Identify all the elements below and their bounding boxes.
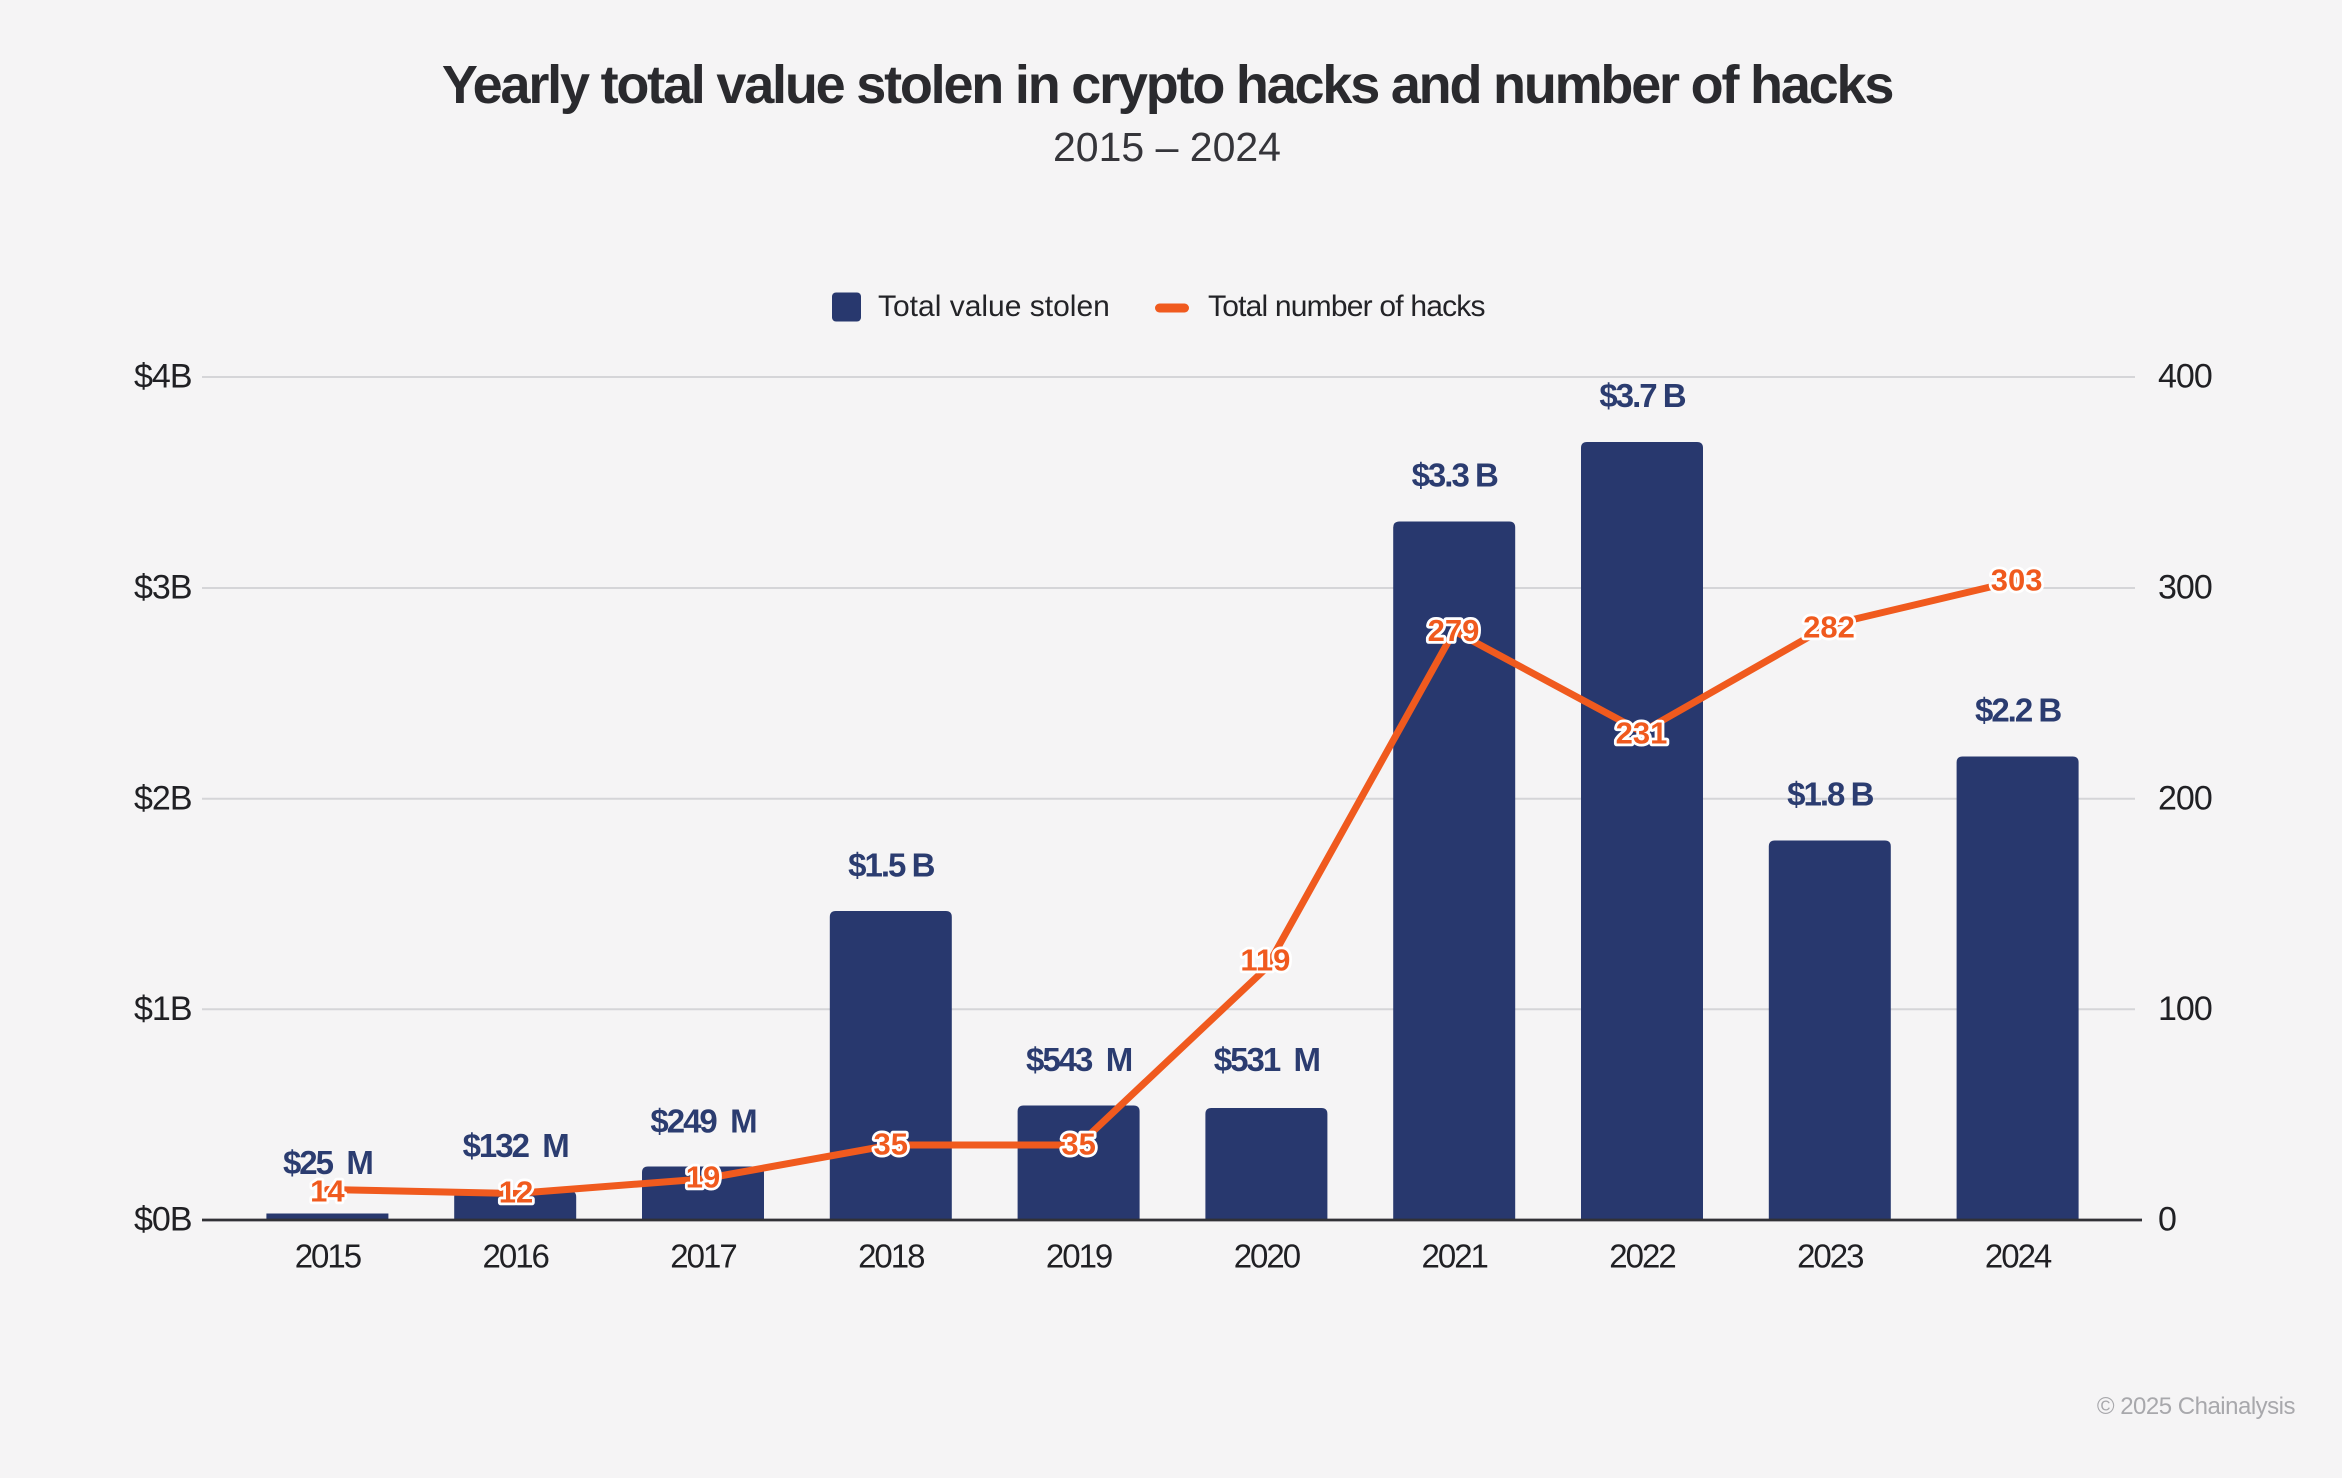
svg-text:279: 279 [1428, 613, 1480, 648]
svg-text:231: 231 [1616, 716, 1668, 751]
svg-text:2020: 2020 [1234, 1238, 1301, 1275]
svg-text:$3.3 B: $3.3 B [1412, 457, 1498, 494]
svg-text:Total value stolen: Total value stolen [878, 290, 1110, 323]
svg-text:2023: 2023 [1797, 1238, 1863, 1275]
svg-text:2019: 2019 [1046, 1238, 1112, 1275]
svg-text:$2B: $2B [134, 780, 192, 818]
svg-text:100: 100 [2158, 990, 2212, 1028]
svg-text:$543 M: $543 M [1026, 1041, 1132, 1078]
svg-text:35: 35 [874, 1127, 908, 1162]
svg-text:Total number of hacks: Total number of hacks [1208, 290, 1485, 323]
svg-text:$1.8 B: $1.8 B [1787, 776, 1873, 813]
svg-text:2015 – 2024: 2015 – 2024 [1053, 124, 1281, 170]
svg-text:$25 M: $25 M [283, 1144, 372, 1181]
svg-text:19: 19 [686, 1160, 720, 1195]
svg-text:$1B: $1B [134, 990, 192, 1028]
svg-text:14: 14 [310, 1174, 345, 1209]
svg-text:$1.5 B: $1.5 B [848, 847, 934, 884]
svg-text:$3B: $3B [134, 569, 192, 607]
svg-text:2015: 2015 [295, 1238, 361, 1275]
svg-text:$132 M: $132 M [463, 1127, 569, 1164]
svg-text:35: 35 [1061, 1127, 1095, 1162]
svg-text:© 2025 Chainalysis: © 2025 Chainalysis [2097, 1393, 2296, 1420]
svg-text:$4B: $4B [134, 358, 192, 396]
svg-text:400: 400 [2158, 358, 2212, 396]
svg-text:0: 0 [2158, 1201, 2176, 1239]
svg-text:303: 303 [1991, 563, 2043, 598]
svg-text:$0B: $0B [134, 1201, 192, 1239]
svg-text:12: 12 [499, 1175, 533, 1210]
svg-text:2022: 2022 [1609, 1238, 1675, 1275]
svg-text:2024: 2024 [1985, 1238, 2052, 1275]
svg-text:Yearly total value stolen in c: Yearly total value stolen in crypto hack… [442, 55, 1892, 115]
svg-text:119: 119 [1240, 943, 1290, 978]
svg-text:300: 300 [2158, 569, 2212, 607]
svg-text:282: 282 [1803, 610, 1855, 645]
svg-text:2016: 2016 [482, 1238, 548, 1275]
svg-text:200: 200 [2158, 780, 2212, 818]
svg-text:$2.2 B: $2.2 B [1975, 692, 2061, 729]
svg-text:$249 M: $249 M [650, 1103, 756, 1140]
svg-text:$531 M: $531 M [1214, 1041, 1320, 1078]
svg-text:$3.7 B: $3.7 B [1599, 377, 1685, 414]
svg-text:2018: 2018 [858, 1238, 924, 1275]
svg-text:2017: 2017 [670, 1238, 736, 1275]
svg-text:2021: 2021 [1421, 1238, 1487, 1275]
